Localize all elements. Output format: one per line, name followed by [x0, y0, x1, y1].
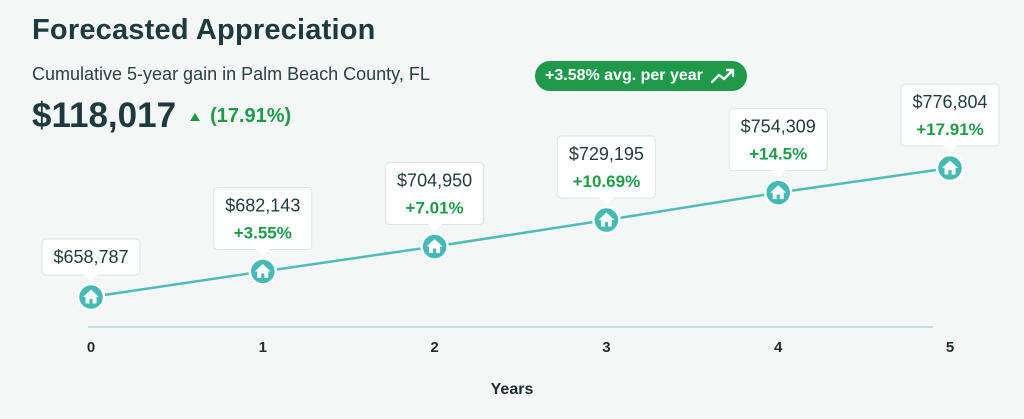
subtitle: Cumulative 5-year gain in Palm Beach Cou…	[32, 64, 430, 84]
house-icon	[83, 289, 99, 304]
value-label: $754,309	[741, 117, 816, 137]
data-point-marker	[592, 205, 621, 235]
trending-up-icon	[710, 68, 735, 84]
callout-pointer	[427, 224, 442, 232]
x-tick-label: 5	[946, 339, 954, 356]
value-label: $729,195	[569, 144, 644, 164]
x-axis-title: Years	[490, 381, 534, 398]
data-point-marker	[248, 257, 278, 286]
value-label: $682,143	[225, 195, 300, 215]
avg-growth-label: +3.58% avg. per year	[545, 67, 703, 84]
avg-growth-badge: +3.58% avg. per year	[535, 61, 747, 91]
value-label: $658,787	[53, 247, 128, 267]
callout-pointer	[599, 197, 614, 206]
data-callout: $729,195 +10.69%	[556, 135, 656, 206]
data-callout: $704,950 +7.01%	[385, 162, 485, 232]
change-label: +3.55%	[234, 223, 292, 242]
x-tick-label: 4	[774, 339, 783, 356]
house-icon	[254, 263, 271, 278]
value-label: $704,950	[397, 171, 472, 191]
change-label: +14.5%	[749, 145, 807, 164]
x-tick-label: 0	[87, 339, 95, 356]
data-point-marker	[76, 282, 106, 312]
value-label: $776,804	[912, 92, 987, 112]
change-label: +10.69%	[573, 172, 641, 191]
data-callout: $776,804 +17.91%	[900, 83, 1000, 153]
change-label: +17.91%	[916, 120, 984, 139]
house-icon	[598, 212, 615, 227]
x-tick-label: 2	[430, 339, 438, 356]
data-callout: $682,143 +3.55%	[213, 186, 313, 257]
data-point-marker	[420, 232, 449, 261]
data-callout: $754,309 +14.5%	[728, 108, 828, 178]
page-title: Forecasted Appreciation	[32, 14, 376, 46]
house-icon	[426, 239, 443, 254]
x-tick-label: 1	[259, 339, 267, 356]
callout-pointer	[84, 274, 98, 282]
data-point-marker	[763, 178, 793, 207]
x-tick-label: 3	[602, 339, 610, 356]
total-gain-row: $118,017 (17.91%)	[32, 96, 291, 136]
callout-pointer	[771, 170, 786, 178]
house-icon	[770, 185, 787, 200]
data-point-marker	[935, 153, 965, 183]
series-line	[90, 166, 951, 299]
callout-pointer	[255, 248, 270, 257]
house-icon	[942, 160, 958, 175]
data-callout: $658,787	[41, 238, 141, 282]
change-label: +7.01%	[406, 199, 464, 218]
total-gain-value: $118,017	[32, 96, 177, 135]
callout-pointer	[943, 145, 957, 153]
up-triangle-icon	[190, 113, 201, 121]
total-gain-percent: (17.91%)	[210, 104, 292, 127]
